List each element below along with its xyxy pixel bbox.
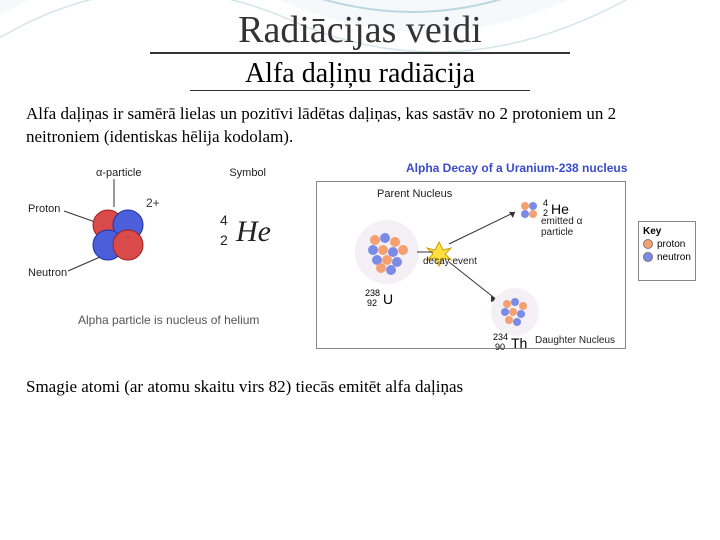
u-mass: 238 — [365, 288, 380, 298]
u-z: 92 — [367, 298, 377, 308]
diagram-row: α-particle Proton Neutron Symbol 2+ 4 2 … — [22, 161, 698, 361]
daughter-nucleus-icon — [491, 288, 539, 336]
key-proton-row: proton — [643, 239, 691, 250]
th-z: 90 — [495, 342, 505, 350]
charge-text: 2+ — [146, 196, 160, 210]
he-mass: 4 — [543, 198, 548, 208]
key-proton-label: proton — [657, 239, 685, 250]
alpha-particle-diagram: α-particle Proton Neutron Symbol 2+ 4 2 … — [22, 161, 302, 361]
emitted-alpha-icon — [521, 202, 537, 218]
th-mass: 234 — [493, 332, 508, 342]
neutron-dot-icon — [643, 252, 653, 262]
atomic-num: 2 — [220, 232, 228, 248]
alpha-caption: Alpha particle is nucleus of helium — [78, 313, 259, 327]
footer-paragraph: Smagie atomi (ar atomu skaitu virs 82) t… — [26, 377, 694, 397]
key-box: Key proton neutron — [638, 221, 696, 281]
key-neutron-label: neutron — [657, 252, 691, 263]
key-neutron-row: neutron — [643, 252, 691, 263]
th-sym: Th — [511, 335, 527, 350]
decay-box: Parent Nucleus — [316, 181, 626, 349]
proton-dot-icon — [643, 239, 653, 249]
slide-title: Radiācijas veidi — [150, 8, 570, 54]
decay-event-label: decay event — [423, 256, 477, 267]
u-sym: U — [383, 291, 393, 307]
daughter-label: Daughter Nucleus — [535, 335, 615, 346]
mass-num: 4 — [220, 212, 228, 228]
decay-diagram: Alpha Decay of a Uranium-238 nucleus Par… — [316, 161, 696, 361]
he-sym: He — [551, 201, 569, 217]
main-paragraph: Alfa daļiņas ir samērā lielas un pozitīv… — [26, 103, 694, 149]
element-he: He — [235, 215, 271, 248]
emitted-label: emitted α particle — [541, 216, 611, 238]
decay-title: Alpha Decay of a Uranium-238 nucleus — [406, 161, 627, 175]
key-title: Key — [643, 226, 691, 237]
slide-subtitle: Alfa daļiņu radiācija — [190, 58, 530, 91]
parent-nucleus-icon — [355, 220, 419, 284]
